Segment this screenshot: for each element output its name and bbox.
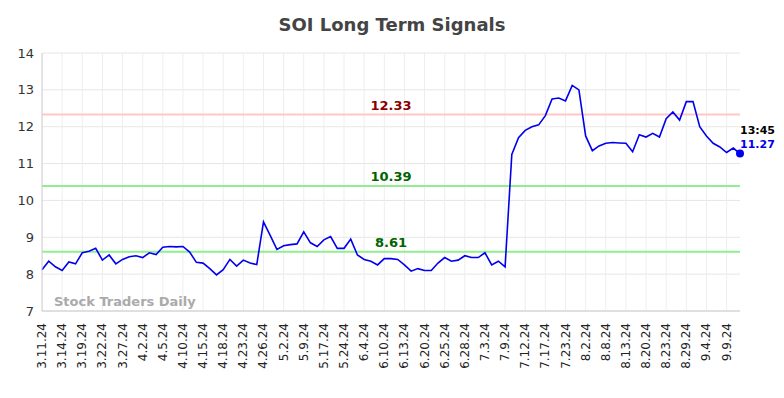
svg-text:8.20.24: 8.20.24: [639, 323, 653, 369]
svg-text:4.15.24: 4.15.24: [196, 323, 210, 369]
svg-text:7.3.24: 7.3.24: [478, 323, 492, 361]
svg-text:3.19.24: 3.19.24: [75, 323, 89, 369]
svg-text:8.2.24: 8.2.24: [579, 323, 593, 361]
svg-text:10: 10: [17, 193, 34, 208]
svg-text:5.9.24: 5.9.24: [297, 323, 311, 361]
svg-text:11.27: 11.27: [740, 138, 775, 151]
svg-text:4.2.24: 4.2.24: [136, 323, 150, 361]
svg-text:6.10.24: 6.10.24: [377, 323, 391, 369]
svg-text:8.23.24: 8.23.24: [659, 323, 673, 369]
svg-text:14: 14: [17, 46, 34, 61]
svg-text:7.12.24: 7.12.24: [518, 323, 532, 369]
svg-text:6.20.24: 6.20.24: [418, 323, 432, 369]
svg-text:8: 8: [26, 267, 34, 282]
svg-text:11: 11: [17, 156, 34, 171]
svg-text:5.17.24: 5.17.24: [317, 323, 331, 369]
svg-text:13:45: 13:45: [740, 124, 775, 137]
html-text:Stock Traders Daily: Stock Traders Daily: [54, 294, 196, 309]
svg-text:7.23.24: 7.23.24: [559, 323, 573, 369]
svg-text:9.9.24: 9.9.24: [720, 323, 734, 361]
svg-text:6.4.24: 6.4.24: [357, 323, 371, 361]
svg-text:3.27.24: 3.27.24: [116, 323, 130, 369]
svg-text:8.29.24: 8.29.24: [679, 323, 693, 369]
svg-text:4.23.24: 4.23.24: [236, 323, 250, 369]
svg-text:4.18.24: 4.18.24: [216, 323, 230, 369]
svg-text:8.61: 8.61: [375, 235, 407, 250]
svg-text:3.22.24: 3.22.24: [95, 323, 109, 369]
svg-text:12.33: 12.33: [370, 98, 411, 113]
svg-text:7: 7: [26, 304, 34, 319]
svg-text:6.28.24: 6.28.24: [458, 323, 472, 369]
svg-text:10.39: 10.39: [370, 169, 411, 184]
svg-text:13: 13: [17, 82, 34, 97]
svg-text:5.2.24: 5.2.24: [277, 323, 291, 361]
svg-text:3.14.24: 3.14.24: [55, 323, 69, 369]
svg-text:4.10.24: 4.10.24: [176, 323, 190, 369]
svg-text:9.4.24: 9.4.24: [699, 323, 713, 361]
svg-text:6.13.24: 6.13.24: [397, 323, 411, 369]
svg-text:5.24.24: 5.24.24: [337, 323, 351, 369]
svg-text:4.5.24: 4.5.24: [156, 323, 170, 361]
svg-text:8.13.24: 8.13.24: [619, 323, 633, 369]
svg-text:3.11.24: 3.11.24: [35, 323, 49, 369]
svg-text:7.9.24: 7.9.24: [498, 323, 512, 361]
svg-text:8.8.24: 8.8.24: [599, 323, 613, 361]
svg-text:4.26.24: 4.26.24: [256, 323, 270, 369]
svg-text:12: 12: [17, 119, 34, 134]
svg-text:9: 9: [26, 230, 34, 245]
html-text:SOI Long Term Signals: SOI Long Term Signals: [278, 14, 506, 35]
svg-text:7.17.24: 7.17.24: [538, 323, 552, 369]
svg-text:6.25.24: 6.25.24: [438, 323, 452, 369]
